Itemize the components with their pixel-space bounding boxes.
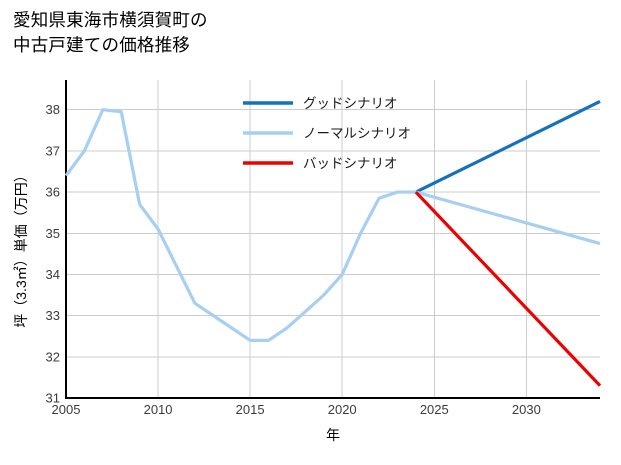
- x-tick-label: 2010: [144, 402, 173, 417]
- y-tick-label: 34: [46, 267, 60, 282]
- y-axis-title: 坪（3.3㎡）単価（万円）: [13, 168, 29, 327]
- chart-title: 愛知県東海市横須賀町の 中古戸建ての価格推移: [13, 10, 208, 55]
- grid-lines: [66, 80, 600, 398]
- x-tick-label: 2015: [236, 402, 265, 417]
- x-axis-title: 年: [326, 427, 340, 443]
- y-tick-label: 31: [46, 391, 60, 406]
- y-tick-label: 32: [46, 349, 60, 364]
- series-line: [64, 108, 601, 342]
- y-tick-label: 38: [46, 102, 60, 117]
- axis-spines: [65, 80, 600, 399]
- legend-label: ノーマルシナリオ: [303, 126, 411, 141]
- y-tick-label: 36: [46, 185, 60, 200]
- series-line: [415, 100, 601, 194]
- x-tick-label: 2005: [52, 402, 81, 417]
- legend-label: グッドシナリオ: [303, 96, 398, 111]
- series-lines: [64, 100, 602, 387]
- x-tick-label: 2030: [512, 402, 541, 417]
- y-tick-label: 33: [46, 308, 60, 323]
- series-line: [414, 190, 602, 387]
- y-tick-labels: 31 32 33 34 35 36 37 38: [46, 102, 60, 405]
- x-tick-labels: 2005 2010 2015 2020 2025 2030: [52, 402, 541, 417]
- legend-label: バッドシナリオ: [303, 156, 398, 171]
- x-tick-label: 2020: [328, 402, 357, 417]
- x-tick-label: 2025: [420, 402, 449, 417]
- y-tick-label: 37: [46, 143, 60, 158]
- y-tick-label: 35: [46, 226, 60, 241]
